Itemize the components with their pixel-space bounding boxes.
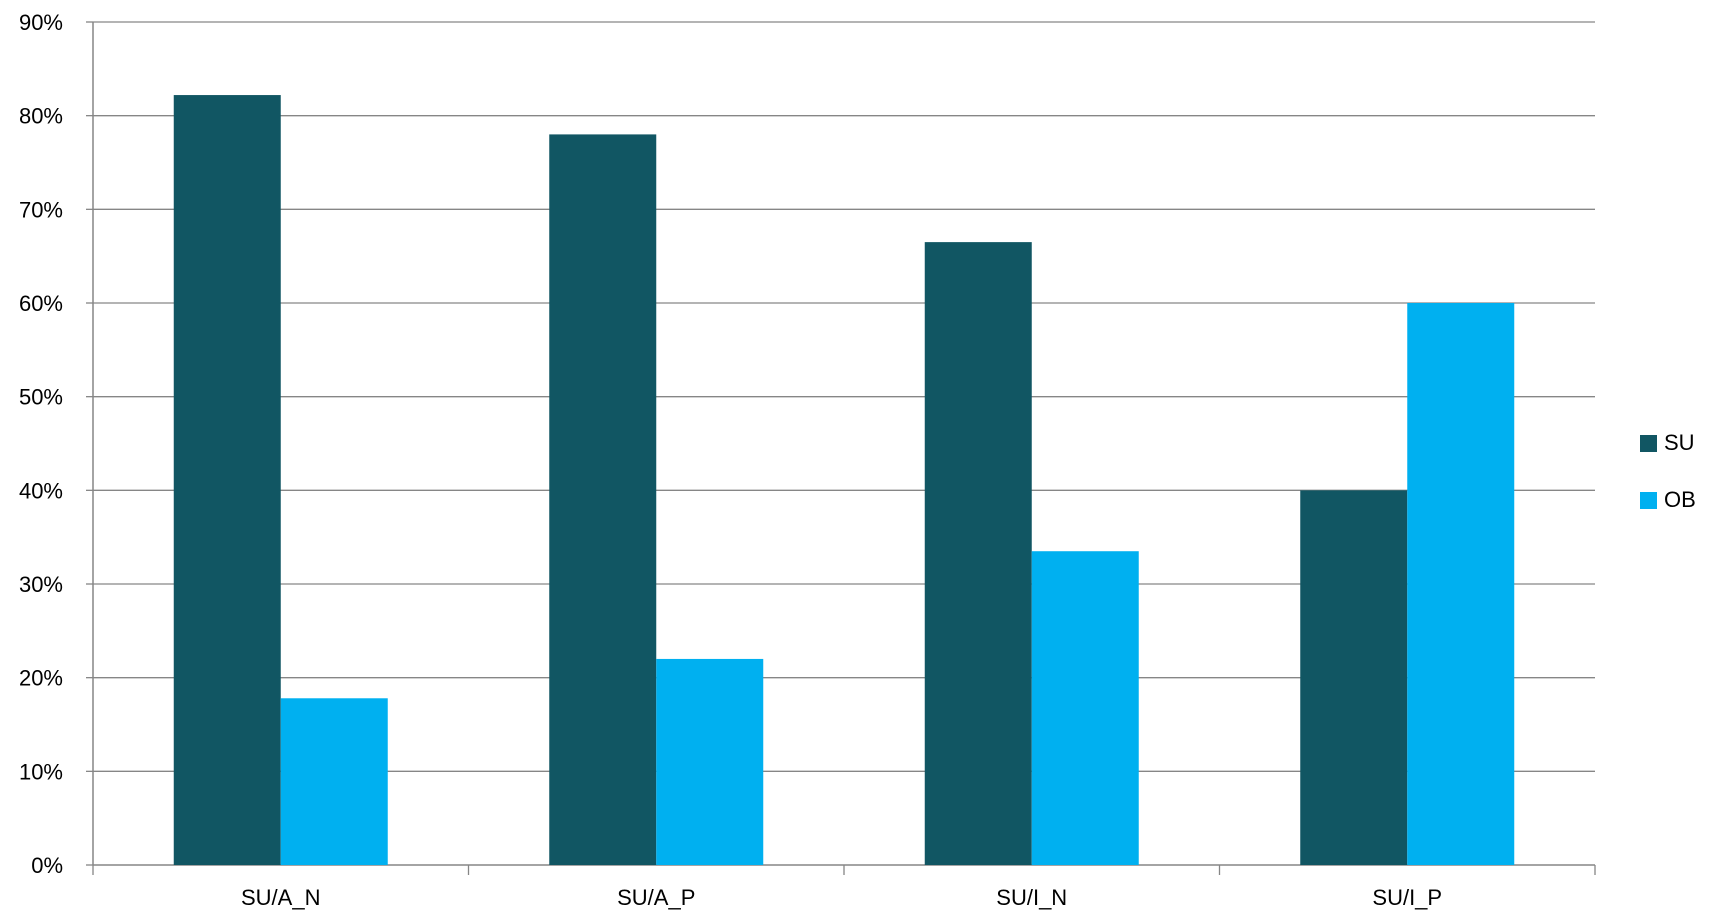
bar-ob-su-i-p	[1407, 303, 1515, 865]
y-tick-label: 40%	[19, 478, 63, 503]
gridlines	[93, 21, 1595, 772]
y-tick-label: 0%	[31, 853, 63, 878]
legend: SU OB	[1640, 430, 1696, 512]
y-tick-label: 30%	[19, 572, 63, 597]
bar-su-su-i-p	[1300, 490, 1408, 865]
bar-su-su-a-p	[549, 134, 657, 865]
bar-ob-su-i-n	[1031, 551, 1139, 865]
y-tick-label: 70%	[19, 197, 63, 222]
legend-label-ob: OB	[1664, 487, 1696, 512]
bar-ob-su-a-n	[280, 698, 388, 865]
y-tick-label: 50%	[19, 385, 63, 410]
bar-su-su-i-n	[924, 242, 1032, 865]
x-tick-label: SU/I_P	[1372, 885, 1442, 910]
bars	[173, 95, 1515, 865]
x-tick-label: SU/A_N	[241, 885, 320, 910]
legend-swatch-ob	[1640, 492, 1657, 509]
y-tick-label: 20%	[19, 666, 63, 691]
x-axis-tick-labels: SU/A_N SU/A_P SU/I_N SU/I_P	[92, 865, 1596, 910]
legend-swatch-su	[1640, 435, 1657, 452]
legend-label-su: SU	[1664, 430, 1695, 455]
y-tick-label: 10%	[19, 759, 63, 784]
y-tick-label: 90%	[19, 10, 63, 35]
bar-ob-su-a-p	[656, 658, 764, 865]
y-tick-label: 80%	[19, 104, 63, 129]
x-tick-label: SU/I_N	[996, 885, 1067, 910]
bar-su-su-a-n	[173, 95, 281, 865]
y-tick-label: 60%	[19, 291, 63, 316]
y-axis-tick-labels: 0% 10% 20% 30% 40% 50% 60% 70% 80% 90%	[19, 10, 93, 878]
x-tick-label: SU/A_P	[617, 885, 695, 910]
